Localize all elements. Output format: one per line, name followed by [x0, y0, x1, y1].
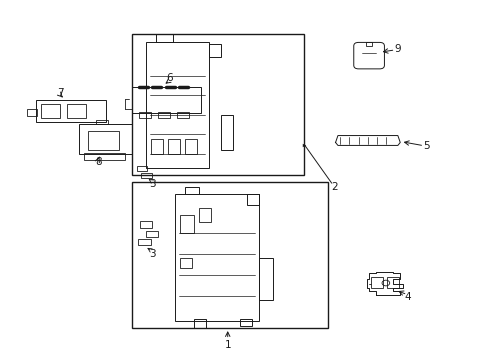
Bar [184, 187, 199, 194]
Bar [41, 104, 60, 118]
Text: 4: 4 [403, 292, 410, 302]
Bar [156, 33, 172, 42]
Bar [220, 115, 232, 150]
Bar [27, 109, 37, 117]
Text: 5: 5 [423, 141, 429, 152]
Bar [199, 208, 210, 222]
Polygon shape [335, 136, 399, 145]
Bar [246, 194, 258, 205]
Bar [96, 120, 108, 124]
Text: 2: 2 [330, 183, 337, 192]
Bar [208, 44, 220, 57]
Bar [132, 86, 201, 113]
Bar [365, 42, 372, 46]
Bar [158, 112, 170, 118]
Bar [146, 42, 208, 168]
Bar [67, 104, 86, 118]
Bar [386, 277, 399, 288]
Bar [79, 124, 132, 154]
Bar [194, 319, 206, 328]
Bar [177, 112, 189, 118]
Bar [175, 194, 258, 321]
Bar [180, 258, 191, 268]
Bar [139, 112, 151, 118]
Bar [167, 139, 180, 153]
Bar [132, 33, 304, 175]
Bar [145, 231, 158, 237]
Text: 9: 9 [394, 45, 400, 54]
Bar [151, 139, 163, 153]
Polygon shape [366, 272, 402, 294]
Bar [371, 277, 383, 288]
FancyBboxPatch shape [353, 42, 384, 69]
Bar [36, 100, 105, 122]
Text: 3: 3 [149, 179, 156, 189]
Bar [258, 258, 273, 300]
Bar [138, 239, 150, 245]
Bar [132, 182, 328, 328]
Text: 3: 3 [149, 249, 156, 259]
Text: 7: 7 [57, 87, 63, 98]
Bar [141, 173, 152, 178]
Text: 6: 6 [166, 73, 173, 83]
Bar [180, 215, 194, 233]
Bar [137, 166, 147, 171]
Bar [84, 153, 124, 160]
Text: 1: 1 [224, 340, 230, 350]
Bar [140, 221, 152, 228]
Text: 8: 8 [95, 157, 102, 167]
Bar [239, 319, 251, 327]
Bar [88, 131, 119, 150]
Bar [184, 139, 196, 153]
